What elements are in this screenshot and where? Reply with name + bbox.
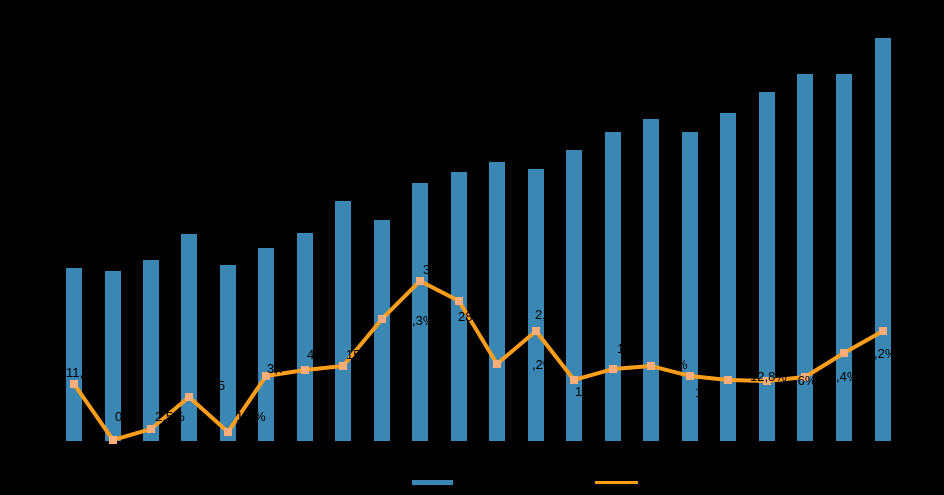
line-marker	[455, 297, 463, 305]
bar	[297, 233, 313, 441]
bar	[797, 74, 813, 441]
data-label: 3,7	[267, 361, 285, 376]
line-marker	[378, 315, 386, 323]
data-label: 11,	[66, 365, 83, 380]
line-marker	[686, 372, 694, 380]
bar	[258, 248, 274, 441]
data-label: 2,7%	[535, 307, 565, 322]
bar	[643, 119, 659, 441]
bar	[836, 74, 852, 441]
data-label: 28,8	[458, 309, 483, 324]
data-label: 12,	[575, 384, 593, 399]
bar	[66, 268, 82, 441]
bar	[720, 113, 736, 441]
legend-line-swatch	[595, 481, 638, 484]
trend-line	[72, 279, 884, 442]
line-marker	[147, 425, 155, 433]
line-marker	[301, 366, 309, 374]
line-marker	[840, 349, 848, 357]
line-marker	[416, 277, 424, 285]
data-label: 2,5%	[155, 409, 185, 424]
line-marker	[224, 428, 232, 436]
line-marker	[724, 376, 732, 384]
line-marker	[801, 373, 809, 381]
data-label: ,2%	[874, 346, 897, 361]
data-label: 33	[423, 262, 437, 277]
line-marker	[70, 380, 78, 388]
bar	[335, 201, 351, 441]
legend	[412, 480, 638, 485]
data-label: ,4%	[836, 369, 859, 384]
data-label: 15,	[346, 347, 364, 362]
data-label: 9,5	[207, 378, 225, 393]
bar	[489, 162, 505, 441]
line-marker	[185, 393, 193, 401]
legend-bar-swatch	[412, 480, 453, 485]
bar	[412, 183, 428, 441]
line-marker	[532, 327, 540, 335]
line-marker	[763, 377, 771, 385]
line-marker	[609, 365, 617, 373]
data-label: 4,8	[307, 347, 325, 362]
line-marker	[879, 327, 887, 335]
bar	[451, 172, 467, 441]
bar	[759, 92, 775, 441]
bar	[105, 271, 121, 441]
data-label: 12,8%	[750, 369, 787, 384]
data-label: ,3%	[412, 313, 435, 328]
line-marker	[570, 376, 578, 384]
bar	[875, 38, 891, 441]
bar	[143, 260, 159, 441]
data-label: 0,2	[115, 409, 133, 424]
bar	[374, 220, 390, 441]
data-label: 15,2	[617, 341, 642, 356]
data-label: ,2%	[532, 357, 555, 372]
line-marker	[493, 360, 501, 368]
bar	[528, 169, 544, 441]
line-marker	[109, 436, 117, 444]
line-series	[70, 277, 887, 444]
data-label: ,6%	[794, 373, 817, 388]
line-marker	[647, 362, 655, 370]
data-label: %	[676, 357, 688, 372]
data-label: 13,	[695, 385, 713, 400]
bar	[605, 132, 621, 441]
bar	[566, 150, 582, 441]
bar	[181, 234, 197, 441]
line-marker	[339, 362, 347, 370]
bar	[220, 265, 236, 441]
data-label: 1,0%	[236, 409, 266, 424]
bar	[682, 132, 698, 441]
data-labels: 11, 0,2 2,5% 9,5 1,0% 3,7 4,8 15, ,3% 33 28,8 ,2% 2,…	[66, 262, 897, 424]
line-marker	[262, 372, 270, 380]
